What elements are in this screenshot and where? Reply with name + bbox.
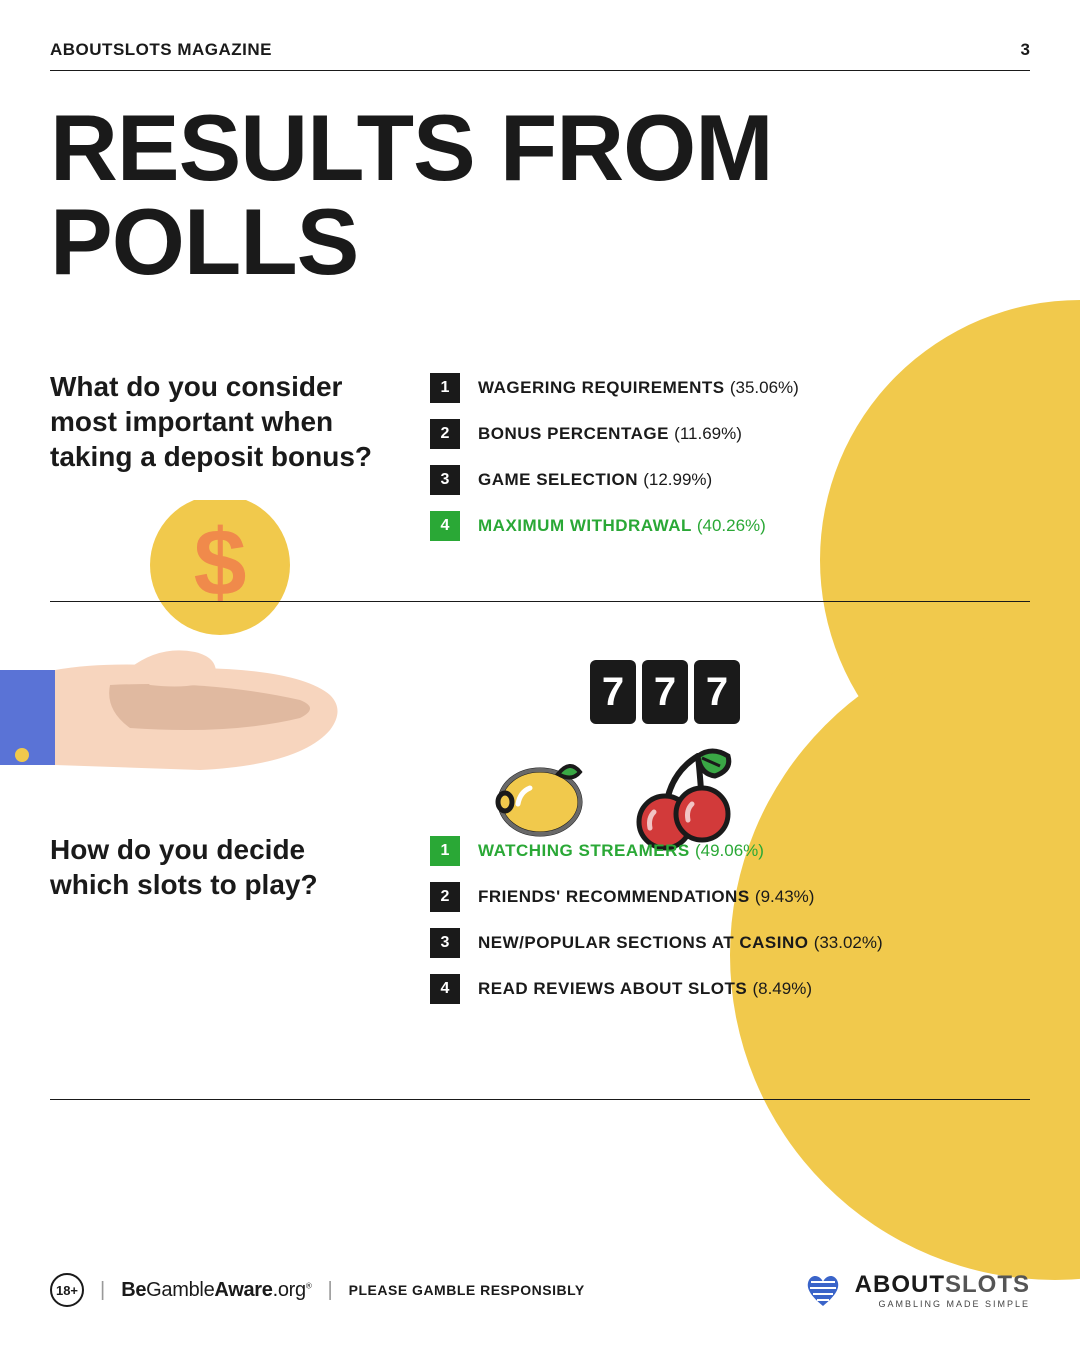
poll-item-percent: (40.26%) (697, 516, 766, 535)
gamble-responsibly-text: PLEASE GAMBLE RESPONSIBLY (349, 1282, 585, 1298)
poll-item: 3 GAME SELECTION (12.99%) (430, 465, 1030, 495)
poll-item-percent: (12.99%) (643, 470, 712, 489)
poll-item-text: FRIENDS' RECOMMENDATIONS (9.43%) (478, 887, 814, 907)
poll-item-text: GAME SELECTION (12.99%) (478, 470, 712, 490)
poll-1-question: What do you consider most important when… (50, 369, 390, 541)
poll-item-percent: (33.02%) (814, 933, 883, 952)
poll-item-label: WATCHING STREAMERS (478, 841, 695, 860)
page-header: ABOUTSLOTS MAGAZINE 3 (50, 40, 1030, 71)
poll-item-text: BONUS PERCENTAGE (11.69%) (478, 424, 742, 444)
poll-item-text: MAXIMUM WITHDRAWAL (40.26%) (478, 516, 766, 536)
poll-1: What do you consider most important when… (50, 369, 1030, 541)
poll-2-list: 1 WATCHING STREAMERS (49.06%) 2 FRIENDS' RE… (430, 832, 1030, 1004)
divider-bar: | (327, 1279, 332, 1302)
poll-item-label: NEW/POPULAR SECTIONS AT CASINO (478, 933, 814, 952)
section-divider-1 (50, 601, 1030, 602)
poll-item-percent: (9.43%) (755, 887, 815, 906)
poll-item-label: BONUS PERCENTAGE (478, 424, 674, 443)
age-badge: 18+ (50, 1273, 84, 1307)
poll-item-text: NEW/POPULAR SECTIONS AT CASINO (33.02%) (478, 933, 883, 953)
poll-item-label: GAME SELECTION (478, 470, 643, 489)
poll-item-text: READ REVIEWS ABOUT SLOTS (8.49%) (478, 979, 812, 999)
poll-item-text: WATCHING STREAMERS (49.06%) (478, 841, 764, 861)
hand-coin-illustration: $ (0, 500, 370, 780)
poll-item-percent: (8.49%) (752, 979, 812, 998)
poll-item-number: 4 (430, 511, 460, 541)
divider-bar: | (100, 1279, 105, 1302)
logo-heart-icon (803, 1270, 843, 1310)
aboutslots-logo: ABOUTSLOTS GAMBLING MADE SIMPLE (803, 1270, 1030, 1310)
poll-2: How do you decide which slots to play? 1… (50, 832, 1030, 1004)
lemon-icon (490, 744, 590, 844)
poll-item-label: MAXIMUM WITHDRAWAL (478, 516, 697, 535)
reel-1: 7 (590, 660, 636, 724)
poll-2-question: How do you decide which slots to play? (50, 832, 390, 1004)
poll-item-number: 1 (430, 373, 460, 403)
poll-item: 2 FRIENDS' RECOMMENDATIONS (9.43%) (430, 882, 1030, 912)
poll-item-number: 3 (430, 928, 460, 958)
slot-illustration: 7 7 7 (490, 660, 740, 854)
poll-item: 3 NEW/POPULAR SECTIONS AT CASINO (33.02%) (430, 928, 1030, 958)
reel-2: 7 (642, 660, 688, 724)
poll-item: 4 READ REVIEWS ABOUT SLOTS (8.49%) (430, 974, 1030, 1004)
poll-item: 4 MAXIMUM WITHDRAWAL (40.26%) (430, 511, 1030, 541)
poll-item-label: WAGERING REQUIREMENTS (478, 378, 730, 397)
poll-item-number: 2 (430, 419, 460, 449)
begambleaware-logo: BeGambleAware.org® (121, 1279, 311, 1302)
section-divider-2 (50, 1099, 1030, 1100)
poll-item-number: 3 (430, 465, 460, 495)
page-title: RESULTS FROM POLLS (50, 101, 1030, 289)
poll-item-label: FRIENDS' RECOMMENDATIONS (478, 887, 755, 906)
poll-item-number: 4 (430, 974, 460, 1004)
poll-item: 1 WAGERING REQUIREMENTS (35.06%) (430, 373, 1030, 403)
poll-item-number: 1 (430, 836, 460, 866)
poll-item: 1 WATCHING STREAMERS (49.06%) (430, 836, 1030, 866)
poll-item-percent: (11.69%) (674, 424, 742, 443)
slot-reels: 7 7 7 (590, 660, 740, 724)
poll-1-list: 1 WAGERING REQUIREMENTS (35.06%) 2 BONUS PE… (430, 369, 1030, 541)
poll-item-label: READ REVIEWS ABOUT SLOTS (478, 979, 752, 998)
magazine-name: ABOUTSLOTS MAGAZINE (50, 40, 272, 60)
poll-item-percent: (49.06%) (695, 841, 764, 860)
page-number: 3 (1021, 40, 1030, 60)
poll-item: 2 BONUS PERCENTAGE (11.69%) (430, 419, 1030, 449)
poll-item-number: 2 (430, 882, 460, 912)
reel-3: 7 (694, 660, 740, 724)
poll-item-text: WAGERING REQUIREMENTS (35.06%) (478, 378, 799, 398)
poll-item-percent: (35.06%) (730, 378, 799, 397)
page-footer: 18+ | BeGambleAware.org® | PLEASE GAMBLE… (50, 1270, 1030, 1310)
